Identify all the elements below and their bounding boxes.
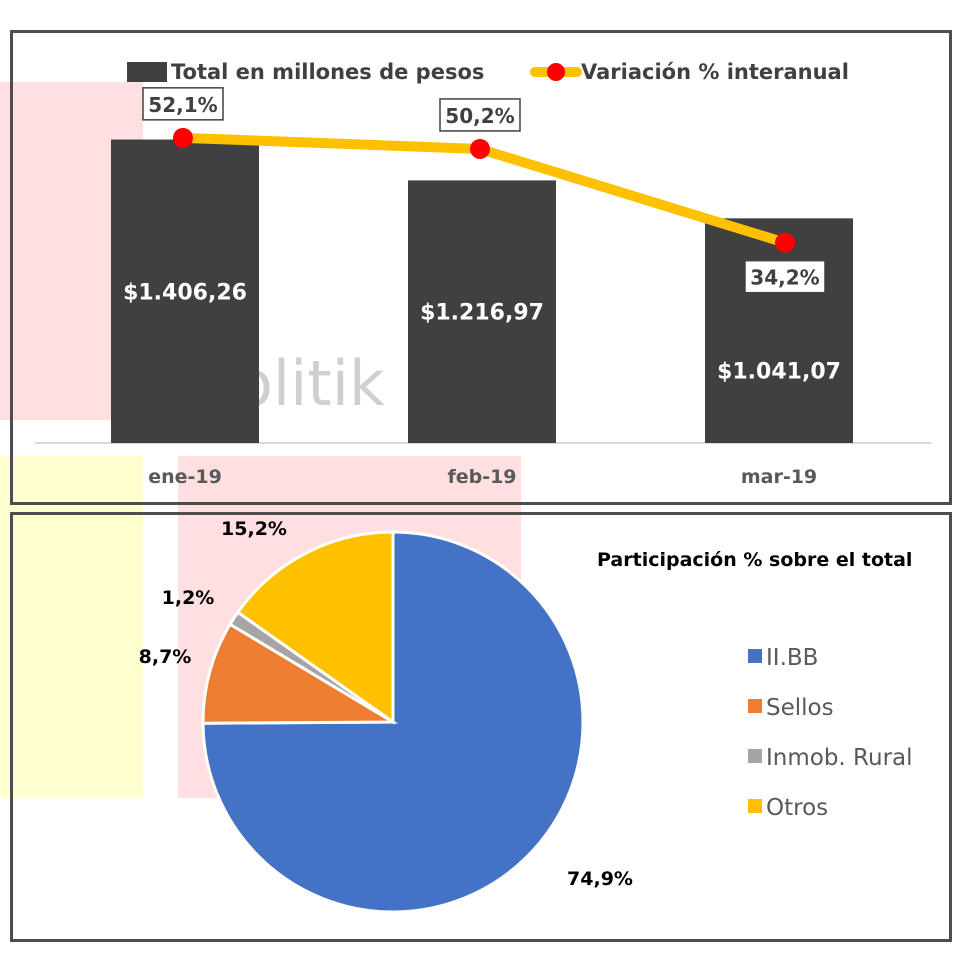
bar-line-chart: olitik Total en millones de pesos Variac… [35, 60, 931, 488]
legend-bar-swatch [127, 62, 167, 82]
pie-label-otros: 15,2% [221, 518, 287, 540]
pie-data-labels: 74,9% 8,7% 1,2% 15,2% [139, 518, 633, 890]
line-series-group: 52,1% 50,2% 34,2% [142, 87, 826, 294]
legend-swatch-ii-bb [748, 649, 762, 663]
variation-point-ene-19 [173, 127, 193, 148]
legend-label-inmob-rural: Inmob. Rural [766, 745, 913, 771]
x-tick-label-feb-19: feb-19 [447, 466, 516, 488]
pie-slice-otros [235, 530, 395, 725]
pie-slice-sellos [201, 622, 399, 725]
legend-label-ii-bb: II.BB [766, 645, 818, 671]
legend-bar-label: Total en millones de pesos [171, 60, 484, 84]
legend-label-sellos: Sellos [766, 695, 834, 721]
bars-group: $1.406,26 $1.216,97 $1.041,07 [111, 139, 853, 443]
bar-line-chart-panel: olitik Total en millones de pesos Variac… [10, 30, 952, 505]
variation-label-text: 34,2% [750, 266, 819, 290]
variation-label-box [744, 259, 826, 294]
variation-point-feb-19 [470, 138, 490, 159]
variation-label: 34,2% [744, 259, 826, 294]
x-tick-labels: ene-19 feb-19 mar-19 [148, 466, 817, 488]
x-tick-label-ene-19: ene-19 [148, 466, 222, 488]
bar-value-label: $1.406,26 [123, 280, 247, 305]
variation-point-mar-19 [775, 232, 795, 253]
bar-value-label: $1.216,97 [420, 301, 544, 326]
variation-label: 52,1% [142, 87, 224, 121]
pie-label-inmob-rural: 1,2% [162, 587, 215, 609]
legend-swatch-otros [748, 799, 762, 813]
legend-line-label: Variación % interanual [581, 60, 849, 84]
pie-legend: II.BB Sellos Inmob. Rural Otros [748, 645, 913, 821]
pie-label-ii-bb: 74,9% [567, 868, 633, 890]
pie-chart-panel: Participación % sobre el total 74,9% 8,7%… [10, 512, 952, 942]
variation-label: 50,2% [439, 98, 521, 132]
bar-ene-19 [111, 139, 259, 443]
variation-label-box [142, 87, 224, 121]
pie-slices-group [201, 530, 585, 914]
bar-feb-19 [408, 180, 556, 443]
legend-line-marker [547, 63, 565, 81]
pie-label-sellos: 8,7% [139, 646, 192, 668]
pie-chart: Participación % sobre el total 74,9% 8,7%… [139, 518, 913, 914]
watermark-text: olitik [235, 347, 385, 420]
bar-mar-19 [705, 218, 853, 443]
variation-label-text: 52,1% [148, 93, 217, 117]
variation-label-box [439, 98, 521, 132]
legend-swatch-sellos [748, 699, 762, 713]
bar-value-label: $1.041,07 [717, 360, 841, 385]
variation-label-text: 50,2% [445, 104, 514, 128]
x-tick-label-mar-19: mar-19 [741, 466, 817, 488]
legend-label-otros: Otros [766, 795, 828, 821]
pie-chart-title: Participación % sobre el total [597, 549, 912, 571]
legend-swatch-inmob-rural [748, 749, 762, 763]
